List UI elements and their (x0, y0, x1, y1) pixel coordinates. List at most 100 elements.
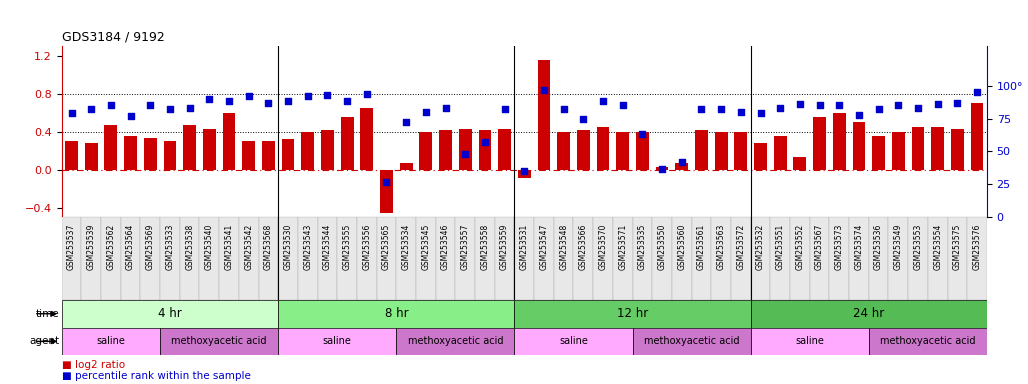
Point (359, 91, 375, 97)
Text: GSM253576: GSM253576 (972, 224, 982, 270)
Text: GSM253547: GSM253547 (540, 224, 549, 270)
Bar (203, 129, 216, 170)
Bar (160, 217, 180, 300)
Text: GSM253575: GSM253575 (953, 224, 962, 270)
Bar (475, 217, 494, 300)
Bar (734, 132, 747, 170)
Point (595, 98, 612, 104)
Point (339, 98, 356, 104)
Bar (574, 217, 593, 300)
Text: GSM253566: GSM253566 (579, 224, 588, 270)
Bar (636, 132, 649, 170)
Bar (262, 141, 274, 170)
Text: GSM253551: GSM253551 (776, 224, 784, 270)
Text: 8 hr: 8 hr (384, 307, 408, 320)
Point (871, 106, 887, 113)
Bar (892, 132, 905, 170)
Bar (84, 143, 98, 170)
Text: methoxyacetic acid: methoxyacetic acid (408, 336, 503, 346)
Bar (258, 217, 279, 300)
Point (398, 119, 414, 126)
Bar (632, 217, 652, 300)
Text: GSM253548: GSM253548 (559, 224, 568, 270)
Point (733, 109, 749, 115)
Bar (397, 328, 514, 355)
Bar (675, 163, 688, 170)
Bar (518, 170, 530, 178)
Bar (318, 217, 337, 300)
Point (615, 102, 631, 108)
Bar (279, 217, 298, 300)
Text: 4 hr: 4 hr (158, 307, 182, 320)
Point (654, 166, 670, 172)
Bar (298, 217, 318, 300)
Bar (439, 130, 452, 170)
Bar (632, 328, 750, 355)
Bar (380, 170, 393, 213)
Point (320, 92, 336, 98)
Text: GSM253530: GSM253530 (284, 224, 293, 270)
Bar (849, 217, 869, 300)
Text: GSM253535: GSM253535 (638, 224, 647, 270)
Point (752, 110, 769, 116)
Point (949, 100, 965, 106)
Bar (514, 300, 750, 328)
Point (201, 96, 218, 102)
Text: methoxyacetic acid: methoxyacetic acid (880, 336, 976, 346)
Text: GSM253545: GSM253545 (421, 224, 431, 270)
Bar (282, 139, 294, 170)
Bar (852, 122, 866, 170)
Point (673, 159, 690, 165)
Bar (912, 127, 924, 170)
Bar (928, 217, 948, 300)
Text: ■ percentile rank within the sample: ■ percentile rank within the sample (62, 371, 251, 381)
Text: GSM253570: GSM253570 (598, 224, 608, 270)
Text: GSM253550: GSM253550 (658, 224, 666, 270)
Text: saline: saline (97, 336, 125, 346)
Text: GSM253561: GSM253561 (697, 224, 706, 270)
Text: agent: agent (30, 336, 60, 346)
Point (693, 106, 709, 113)
Text: GSM253574: GSM253574 (854, 224, 864, 270)
Bar (494, 217, 514, 300)
Text: saline: saline (323, 336, 352, 346)
Point (555, 106, 572, 113)
Bar (970, 103, 984, 170)
Point (712, 106, 729, 113)
Bar (238, 217, 258, 300)
Bar (397, 217, 416, 300)
Point (83, 106, 100, 113)
Text: GSM253562: GSM253562 (106, 224, 115, 270)
Point (142, 102, 158, 108)
Text: 24 hr: 24 hr (853, 307, 884, 320)
Text: GSM253544: GSM253544 (323, 224, 332, 270)
Bar (199, 217, 219, 300)
Bar (774, 136, 786, 170)
Bar (538, 60, 550, 170)
Bar (695, 130, 708, 170)
Bar (337, 217, 357, 300)
Point (181, 105, 197, 111)
Bar (951, 129, 964, 170)
Bar (770, 217, 791, 300)
Text: GSM253567: GSM253567 (815, 224, 824, 270)
Bar (692, 217, 711, 300)
Point (929, 101, 946, 107)
Bar (755, 143, 767, 170)
Bar (478, 130, 491, 170)
Text: time: time (36, 309, 60, 319)
Text: GSM253565: GSM253565 (382, 224, 391, 270)
Bar (340, 118, 354, 170)
Point (536, 86, 552, 93)
Bar (141, 217, 160, 300)
Bar (279, 328, 397, 355)
Text: 12 hr: 12 hr (617, 307, 649, 320)
Text: GSM253546: GSM253546 (441, 224, 450, 270)
Bar (81, 217, 101, 300)
Bar (794, 157, 806, 170)
Bar (830, 217, 849, 300)
Text: GSM253554: GSM253554 (933, 224, 943, 270)
Point (299, 93, 316, 99)
Bar (617, 132, 629, 170)
Bar (813, 118, 825, 170)
